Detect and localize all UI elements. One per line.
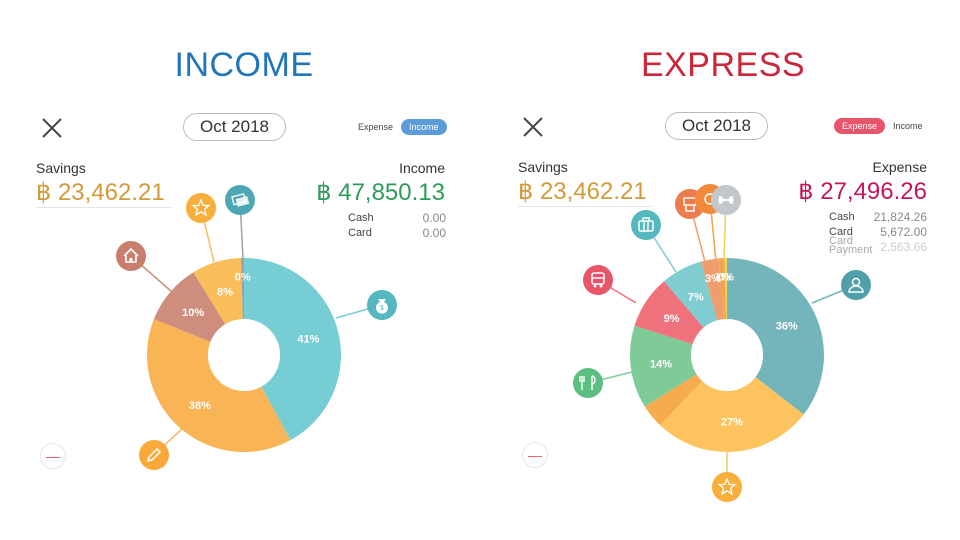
- total-amount: ฿ 27,496.26: [798, 178, 927, 205]
- donut-slice[interactable]: [244, 258, 341, 441]
- breakdown-label: Card: [829, 226, 853, 238]
- savings-label: Savings: [36, 160, 86, 176]
- month-selector[interactable]: Oct 2018: [183, 113, 286, 141]
- donut-slice[interactable]: [700, 258, 724, 321]
- savings-amount: ฿ 23,462.21: [36, 179, 165, 206]
- svg-text:$: $: [380, 305, 384, 312]
- total-label: Expense: [872, 159, 927, 175]
- donut-slice[interactable]: [724, 258, 727, 320]
- toggle-expense[interactable]: Expense: [358, 122, 394, 132]
- breakdown-value: 0.00: [422, 211, 446, 225]
- slice-percent-label: 0%: [718, 272, 734, 284]
- donut-slice[interactable]: [147, 319, 291, 452]
- toggle-income[interactable]: Income: [893, 121, 923, 131]
- breakdown-value: 5,672.00: [880, 225, 927, 239]
- breakdown-label: Cash: [829, 211, 855, 223]
- slice-percent-label: 38%: [189, 400, 211, 412]
- savings-amount: ฿ 23,462.21: [518, 178, 647, 205]
- slice-percent-label: 36%: [776, 321, 798, 333]
- savings-underline: [518, 206, 653, 207]
- close-icon[interactable]: [40, 116, 64, 140]
- toggle-expense[interactable]: Expense: [834, 118, 886, 134]
- star-icon[interactable]: [712, 472, 742, 502]
- donut-slice[interactable]: [727, 258, 824, 415]
- slice-percent-label: 10%: [182, 307, 204, 319]
- slice-percent-label: 8%: [217, 286, 233, 298]
- bus-icon[interactable]: [583, 265, 613, 295]
- slice-percent-label: 9%: [664, 313, 680, 325]
- breakdown-label: Cash: [348, 212, 374, 224]
- slice-percent-label: 7%: [688, 291, 704, 303]
- donut-slice[interactable]: [664, 261, 718, 328]
- breakdown-label: Card: [348, 227, 372, 239]
- donut-slice[interactable]: [193, 258, 243, 325]
- star-icon[interactable]: [186, 193, 216, 223]
- expense-heading: EXPRESS: [640, 46, 806, 84]
- breakdown-value: 2,563.66: [880, 240, 927, 254]
- money-bag-icon[interactable]: $: [367, 290, 397, 320]
- home-icon[interactable]: [116, 241, 146, 271]
- type-toggle[interactable]: Expense Income: [834, 118, 925, 134]
- total-label: Income: [399, 160, 445, 176]
- expense-donut-chart: 36%27%14%9%7%3%1%0%: [573, 184, 871, 502]
- remove-button[interactable]: —: [40, 443, 66, 469]
- donut-slice[interactable]: [630, 325, 697, 407]
- donut-slice[interactable]: [634, 281, 704, 345]
- total-amount: ฿ 47,850.13: [316, 179, 445, 206]
- breakdown-label: Card Payment: [829, 235, 873, 256]
- slice-percent-label: 14%: [650, 358, 672, 370]
- breakdown-value: 0.00: [422, 226, 446, 240]
- close-icon[interactable]: [521, 115, 545, 139]
- user-icon[interactable]: [841, 270, 871, 300]
- donut-hole: [691, 319, 763, 391]
- donut-slice[interactable]: [240, 258, 244, 320]
- type-toggle[interactable]: Expense Income: [356, 119, 447, 135]
- month-selector[interactable]: Oct 2018: [665, 112, 768, 140]
- pencil-icon[interactable]: [139, 440, 169, 470]
- dumbbell-icon[interactable]: [711, 185, 741, 215]
- income-donut-chart: 41% 38% 10% 8%0% $: [116, 185, 397, 470]
- toggle-income[interactable]: Income: [401, 119, 447, 135]
- donut-slice[interactable]: [644, 374, 703, 426]
- slice-percent-label: 27%: [721, 416, 743, 428]
- remove-button[interactable]: —: [522, 442, 548, 468]
- donut-slice[interactable]: [718, 258, 727, 320]
- breakdown-value: 21,824.26: [873, 210, 927, 224]
- food-icon[interactable]: [573, 368, 603, 398]
- donut-slice[interactable]: [153, 272, 226, 342]
- slice-percent-label: 3%: [705, 273, 721, 285]
- slice-percent-label: 41%: [297, 334, 319, 346]
- slice-percent-label: 0%: [235, 272, 251, 284]
- savings-underline: [36, 207, 171, 208]
- income-heading: INCOME: [174, 46, 314, 84]
- cash-icon[interactable]: [225, 185, 255, 215]
- savings-label: Savings: [518, 159, 568, 175]
- donut-hole: [208, 319, 280, 391]
- donut-slice[interactable]: [660, 377, 804, 452]
- briefcase-icon[interactable]: [631, 210, 661, 240]
